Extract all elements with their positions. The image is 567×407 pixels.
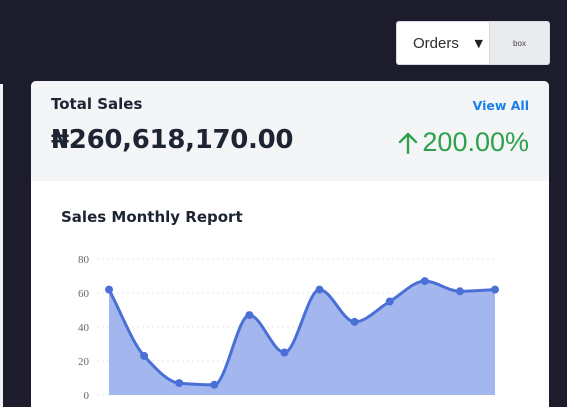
data-point[interactable] xyxy=(491,285,499,294)
sales-monthly-chart: 0 20 40 60 80 xyxy=(78,254,499,402)
sales-summary: Total Sales View All ₦260,618,170.00 200… xyxy=(31,81,549,181)
data-point[interactable] xyxy=(280,348,289,357)
growth-value: 200.00% xyxy=(422,127,529,157)
arrow-up-icon xyxy=(399,132,418,154)
chevron-down-icon: ▼ xyxy=(474,36,483,50)
orders-select-value: Orders xyxy=(413,34,459,52)
data-point[interactable] xyxy=(175,379,184,388)
series-area xyxy=(109,281,495,395)
data-point[interactable] xyxy=(245,311,254,320)
sales-card: Total Sales View All ₦260,618,170.00 200… xyxy=(31,81,549,407)
data-point[interactable] xyxy=(350,317,359,326)
series-points xyxy=(105,277,499,389)
growth-indicator: 200.00% xyxy=(398,127,529,158)
report-title: Sales Monthly Report xyxy=(61,208,243,226)
y-tick-label: 60 xyxy=(78,288,90,300)
y-axis-ticks: 0 20 40 60 80 xyxy=(78,254,90,402)
orders-select[interactable]: Orders ▼ xyxy=(396,21,490,65)
data-point[interactable] xyxy=(420,277,429,286)
data-point[interactable] xyxy=(105,285,113,294)
data-point[interactable] xyxy=(455,287,464,296)
side-panel-edge xyxy=(0,84,3,407)
data-point[interactable] xyxy=(385,297,394,306)
total-sales-amount: ₦260,618,170.00 xyxy=(51,125,294,155)
box-button[interactable]: box xyxy=(490,21,550,65)
y-tick-label: 0 xyxy=(84,390,90,402)
data-point[interactable] xyxy=(140,351,149,360)
y-tick-label: 40 xyxy=(78,322,90,334)
y-tick-label: 80 xyxy=(78,254,90,266)
data-point[interactable] xyxy=(315,285,324,294)
total-sales-title: Total Sales xyxy=(51,95,143,113)
y-tick-label: 20 xyxy=(78,356,90,368)
view-all-link[interactable]: View All xyxy=(472,98,529,113)
data-point[interactable] xyxy=(210,380,219,389)
toolbar: Orders ▼ box xyxy=(396,21,550,65)
